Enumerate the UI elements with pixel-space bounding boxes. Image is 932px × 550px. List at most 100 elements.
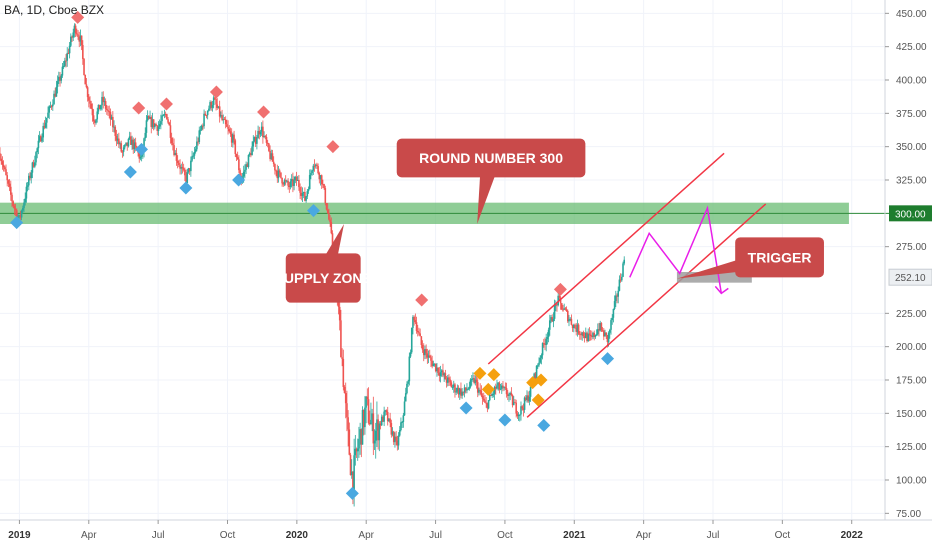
candle	[85, 84, 88, 88]
candle	[244, 169, 246, 172]
candle	[190, 160, 192, 172]
candle	[605, 332, 608, 335]
candle	[437, 367, 439, 373]
candle	[276, 170, 279, 179]
candle	[148, 116, 150, 119]
candle	[166, 114, 168, 120]
candle	[424, 348, 426, 356]
candle	[30, 172, 33, 179]
candle	[499, 388, 502, 390]
candle	[294, 177, 297, 180]
candle	[360, 429, 363, 445]
candle	[2, 164, 5, 168]
candle	[304, 192, 306, 201]
candle	[440, 370, 443, 373]
candle	[20, 210, 23, 218]
candle	[520, 406, 522, 415]
candle	[599, 323, 602, 331]
x-tick-label: 2021	[563, 530, 586, 541]
candle	[338, 306, 341, 321]
candle	[546, 337, 549, 340]
candle	[108, 111, 111, 113]
y-tick-label: 375.00	[896, 109, 927, 120]
consolidation-marker	[473, 366, 487, 380]
candle	[451, 386, 454, 388]
candle	[623, 259, 626, 264]
x-tick-label: 2019	[8, 530, 31, 541]
candle	[125, 142, 127, 145]
candle	[464, 387, 467, 391]
candle	[152, 119, 155, 128]
candle	[522, 408, 525, 410]
candle	[400, 422, 402, 431]
candle	[601, 330, 604, 332]
candle	[380, 416, 383, 426]
swing-low-marker	[10, 216, 24, 230]
candle	[544, 343, 546, 345]
candle	[427, 355, 430, 358]
candle	[331, 233, 334, 251]
candle	[506, 394, 509, 396]
candle	[119, 143, 121, 145]
candle	[535, 365, 538, 379]
candle	[47, 112, 49, 118]
candle	[146, 116, 149, 121]
candle	[353, 455, 355, 492]
candle	[78, 36, 81, 42]
candle	[486, 403, 489, 409]
candle	[170, 137, 173, 144]
candle	[557, 295, 559, 306]
candle	[529, 386, 532, 397]
candle	[200, 125, 203, 130]
candle	[516, 413, 519, 417]
candle	[127, 138, 130, 147]
candle	[12, 201, 15, 207]
candle	[203, 113, 205, 127]
candle	[396, 440, 399, 446]
candle	[592, 332, 594, 338]
candle	[577, 324, 580, 334]
candle	[34, 162, 36, 167]
candle	[257, 130, 259, 139]
candle	[299, 187, 301, 193]
candle	[469, 379, 472, 387]
y-tick-label: 150.00	[896, 409, 927, 420]
candle	[202, 125, 204, 127]
candle	[389, 418, 391, 424]
candle	[553, 305, 556, 319]
candle	[251, 146, 253, 156]
candle	[29, 175, 31, 179]
candle	[301, 193, 304, 196]
candle	[420, 336, 423, 346]
candle	[323, 184, 325, 189]
candle	[79, 35, 82, 42]
candle	[260, 126, 263, 132]
swing-low-marker	[537, 418, 551, 432]
candle	[617, 290, 620, 297]
candle	[292, 179, 294, 186]
candle	[511, 395, 514, 406]
x-tick-label: Apr	[81, 530, 97, 541]
candle	[283, 180, 286, 185]
candle	[474, 379, 477, 383]
candle	[581, 332, 584, 336]
candle	[11, 194, 13, 202]
candle	[452, 384, 455, 387]
candle	[233, 134, 235, 141]
candle	[616, 295, 618, 297]
candle	[67, 52, 70, 54]
candle	[371, 413, 373, 420]
candle	[116, 138, 119, 141]
candle	[372, 413, 375, 444]
candle	[113, 126, 115, 128]
candle	[341, 357, 343, 359]
y-tick-label: 100.00	[896, 476, 927, 487]
candle	[362, 410, 365, 428]
symbol-title: BA, 1D, Cboe BZX	[4, 3, 105, 17]
candle	[269, 150, 271, 160]
candle	[13, 206, 16, 209]
candle	[468, 386, 471, 389]
candle	[585, 332, 587, 339]
candle	[210, 102, 213, 108]
